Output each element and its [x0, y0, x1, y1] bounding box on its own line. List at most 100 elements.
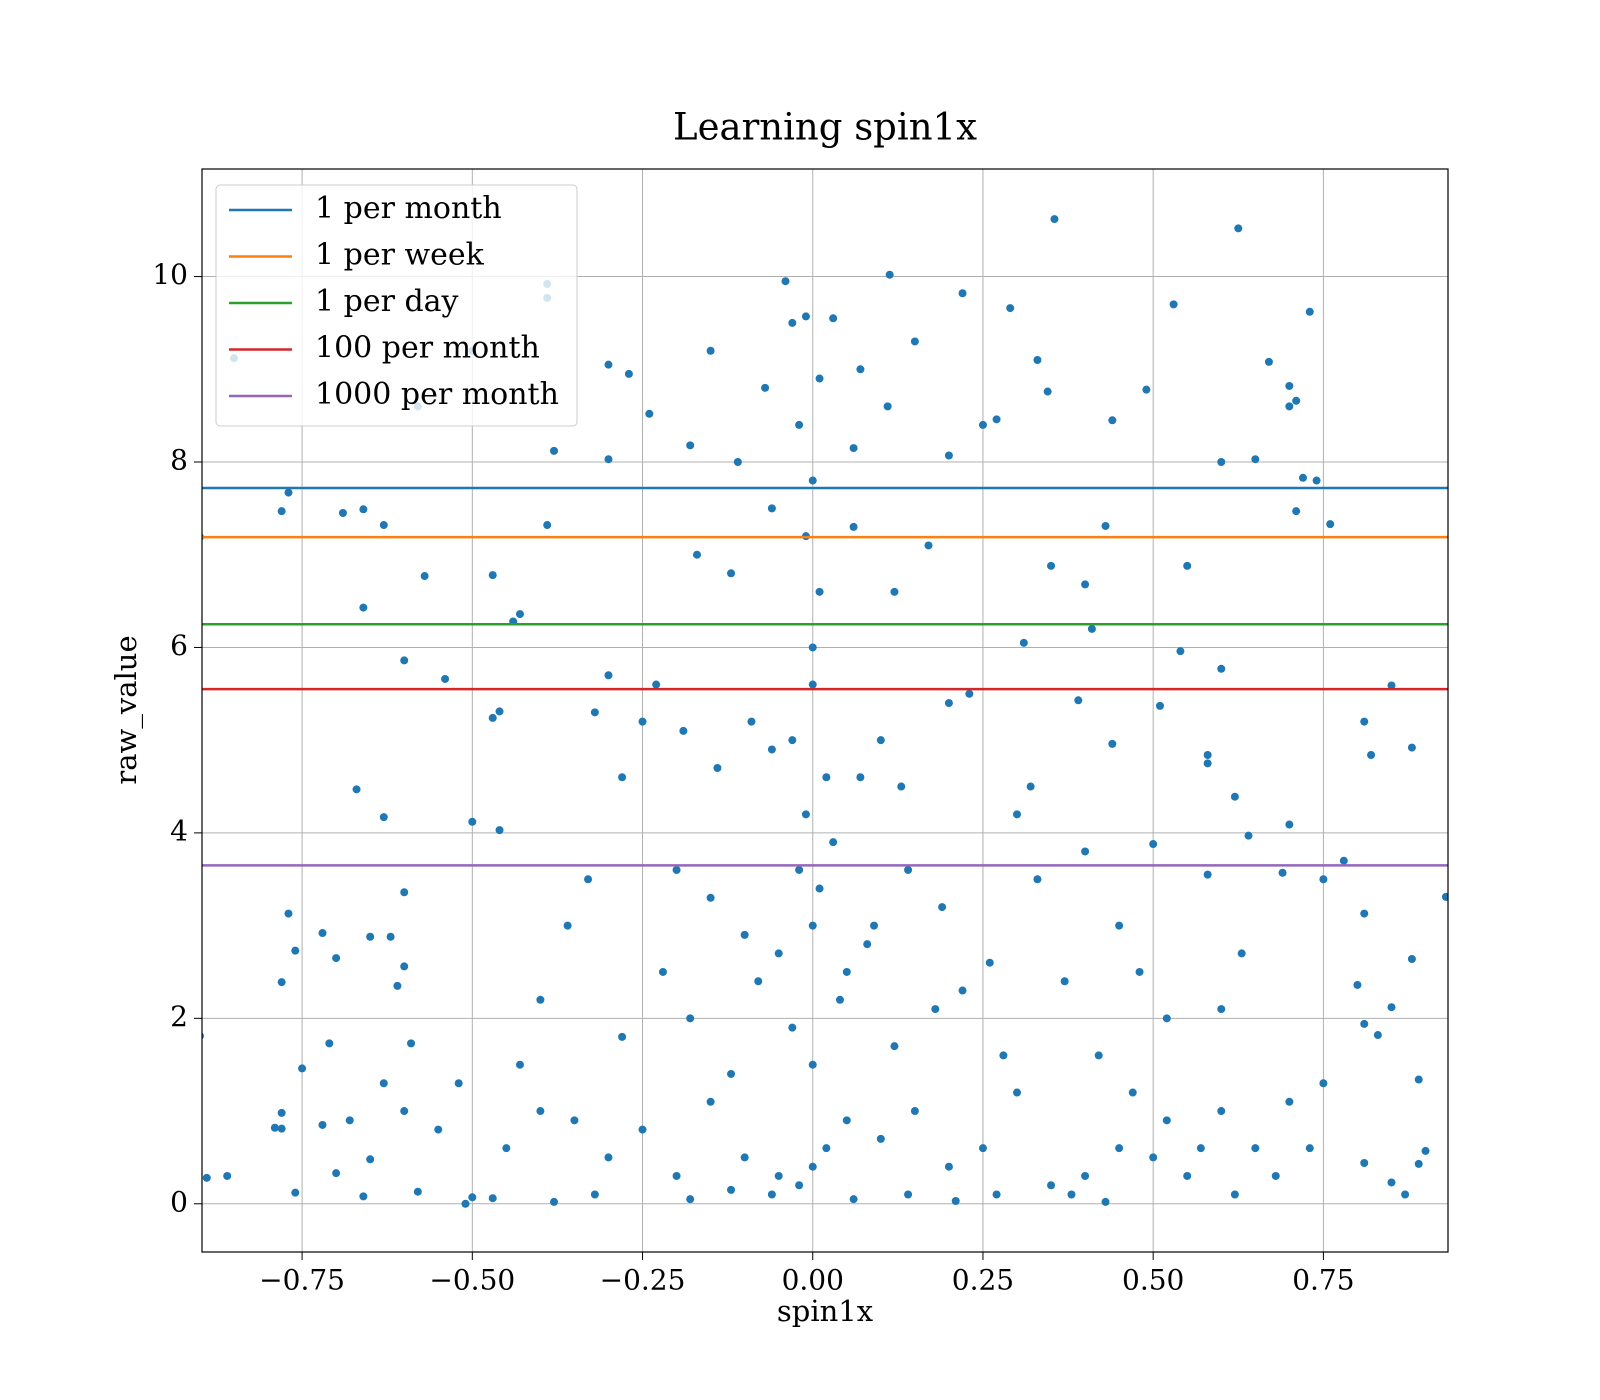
point	[958, 986, 967, 995]
point	[1013, 810, 1022, 819]
point	[332, 1169, 341, 1178]
point	[604, 671, 613, 680]
point	[1203, 751, 1212, 760]
point	[1326, 520, 1335, 529]
legend-label: 1 per month	[315, 191, 502, 226]
point	[590, 1190, 599, 1199]
point	[795, 1181, 804, 1190]
point	[318, 929, 327, 938]
point	[686, 1014, 695, 1023]
point	[835, 995, 844, 1004]
point	[1414, 1159, 1423, 1168]
point	[1312, 476, 1321, 485]
point	[318, 1120, 327, 1129]
point	[563, 921, 572, 930]
point	[842, 1116, 851, 1125]
point	[829, 314, 838, 323]
point	[1203, 759, 1212, 768]
point	[352, 785, 361, 794]
point	[400, 1107, 409, 1116]
point	[754, 977, 763, 986]
point	[1108, 416, 1117, 425]
point	[488, 713, 497, 722]
legend-box	[215, 184, 578, 427]
point	[781, 277, 790, 286]
point	[767, 1190, 776, 1199]
point	[944, 1162, 953, 1171]
point	[1019, 638, 1028, 647]
point	[849, 444, 858, 453]
point	[1169, 300, 1178, 309]
point	[495, 826, 504, 835]
point	[885, 270, 894, 279]
point	[1264, 357, 1273, 366]
point	[808, 1162, 817, 1171]
point	[1094, 1051, 1103, 1060]
point	[1203, 870, 1212, 879]
point	[1339, 856, 1348, 865]
point	[1183, 1171, 1192, 1180]
point	[904, 865, 913, 874]
point	[815, 884, 824, 893]
point	[761, 383, 770, 392]
point	[1081, 1171, 1090, 1180]
point	[815, 587, 824, 596]
point	[1271, 1171, 1280, 1180]
point	[1234, 224, 1243, 233]
point	[740, 930, 749, 939]
point	[822, 1144, 831, 1153]
point	[359, 1192, 368, 1201]
point	[298, 1064, 307, 1073]
point	[713, 763, 722, 772]
point	[550, 1197, 559, 1206]
point	[386, 932, 395, 941]
point	[1285, 381, 1294, 390]
point	[488, 1194, 497, 1203]
point	[366, 932, 375, 941]
point	[1407, 954, 1416, 963]
plot-frame	[201, 168, 1449, 1253]
point	[468, 1193, 477, 1202]
point	[1162, 1014, 1171, 1023]
point	[849, 522, 858, 531]
point	[454, 1079, 463, 1088]
point	[774, 949, 783, 958]
point	[604, 455, 613, 464]
point	[1401, 1190, 1410, 1199]
point	[1387, 681, 1396, 690]
x-tick-label: −0.50	[429, 1264, 515, 1297]
y-tick-label: 0	[170, 1185, 188, 1218]
point	[876, 1134, 885, 1143]
point	[870, 921, 879, 930]
point	[270, 1123, 279, 1132]
point	[856, 773, 865, 782]
point	[1067, 1190, 1076, 1199]
point	[706, 1097, 715, 1106]
point	[801, 312, 810, 321]
point	[1026, 782, 1035, 791]
point	[604, 360, 613, 369]
point	[624, 369, 633, 378]
point	[338, 509, 347, 518]
point	[1217, 1107, 1226, 1116]
point	[978, 1144, 987, 1153]
point	[658, 967, 667, 976]
point	[1305, 307, 1314, 316]
point	[992, 1190, 1001, 1199]
point	[1047, 1181, 1056, 1190]
x-tick-label: −0.25	[600, 1264, 686, 1297]
point	[1108, 739, 1117, 748]
point	[325, 1039, 334, 1048]
point	[944, 699, 953, 708]
x-tick-label: 0.75	[1292, 1264, 1354, 1297]
point	[1285, 1097, 1294, 1106]
point	[1115, 1144, 1124, 1153]
point	[727, 569, 736, 578]
point	[924, 541, 933, 550]
point	[1128, 1088, 1137, 1097]
point	[618, 1032, 627, 1041]
point	[958, 289, 967, 298]
point	[1292, 507, 1301, 516]
point	[645, 409, 654, 418]
